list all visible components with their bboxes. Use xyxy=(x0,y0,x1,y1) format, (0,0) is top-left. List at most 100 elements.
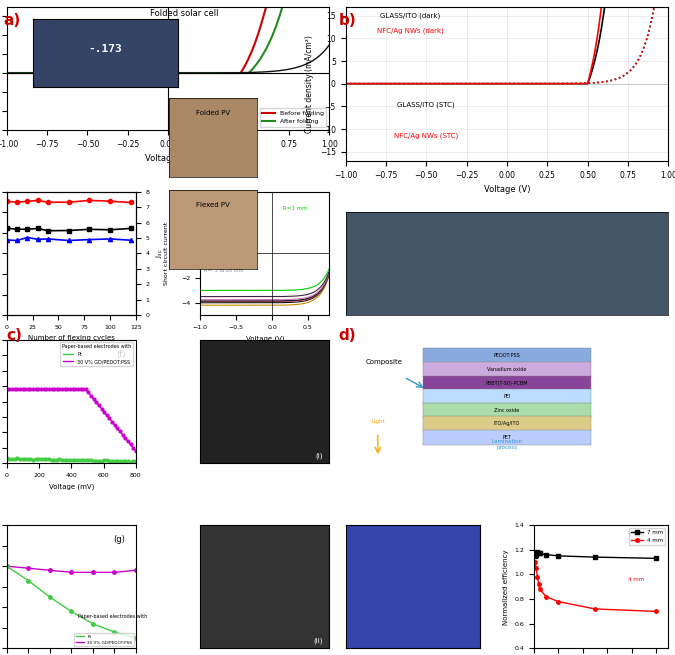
Text: b): b) xyxy=(339,13,356,28)
GLASS/ITO (STC) xyxy=(342,80,350,88)
Line: before bending: before bending xyxy=(200,274,329,305)
Text: Light: Light xyxy=(371,419,385,424)
NFC/Ag NWs (dark) xyxy=(343,80,351,88)
X-axis label: Voltage (V): Voltage (V) xyxy=(246,335,284,342)
R=3mm xyxy=(202,293,210,301)
Before folding xyxy=(310,3,319,10)
J$_{sc}$ xyxy=(85,236,93,244)
X-axis label: Voltage (V): Voltage (V) xyxy=(145,155,191,163)
7 mm xyxy=(652,554,660,562)
30 V% GD/PEDOT:PSS xyxy=(87,392,95,400)
GLASS/ITO (dark) xyxy=(664,3,672,10)
Text: PET: PET xyxy=(502,435,512,440)
R=13mm xyxy=(231,297,239,305)
7 mm xyxy=(554,552,562,560)
Pt xyxy=(21,455,29,462)
R=3mm xyxy=(315,285,323,293)
30 V% GD/PEDOT:PSS xyxy=(105,415,113,422)
R=5mm xyxy=(196,296,205,304)
30 V% GD/PEDOT:PSS xyxy=(18,385,26,393)
V$_{oc}$ xyxy=(106,197,114,205)
GLASS/ITO (dark) xyxy=(533,80,541,88)
30 V% GD/PEDOT:PSS xyxy=(43,385,51,393)
NFC/Ag NWs (dark) xyxy=(634,56,642,64)
Line: After folding: After folding xyxy=(7,7,329,73)
R=15mm xyxy=(325,269,333,276)
R=1mm xyxy=(202,286,210,294)
Pt xyxy=(50,456,58,464)
GLASS/ITO (dark) xyxy=(343,80,351,88)
R=3mm xyxy=(196,293,205,301)
GLASS/ITO (STC) xyxy=(539,80,547,88)
Pt xyxy=(84,457,92,464)
Line: R=5mm: R=5mm xyxy=(200,272,329,300)
FF xyxy=(34,225,42,233)
30 V% GD/PEDOT:PSS xyxy=(116,428,124,436)
Pt xyxy=(90,457,98,464)
30 V% GD/PEDOT:PSS xyxy=(113,424,122,432)
30 V% GD/PEDOT:PSS xyxy=(97,405,105,413)
Pt xyxy=(61,457,69,464)
R=20mm xyxy=(231,299,239,307)
Pt xyxy=(69,456,77,464)
R=15mm xyxy=(196,297,205,305)
FancyBboxPatch shape xyxy=(423,389,591,404)
30 V% GD/PEDOT:PSS xyxy=(63,385,72,393)
Pt xyxy=(18,455,26,463)
7 mm xyxy=(535,550,543,557)
R=3mm xyxy=(319,280,327,288)
Y-axis label: Normalized efficiency: Normalized efficiency xyxy=(503,549,509,624)
Text: NFC/Ag NWs (dark): NFC/Ag NWs (dark) xyxy=(377,28,443,34)
R=13mm xyxy=(204,297,212,305)
NFC/Ag NWs (dark) xyxy=(650,3,658,10)
before bending xyxy=(196,301,205,309)
R=15mm xyxy=(220,297,228,305)
Y-axis label: Current density (mA/cm²): Current density (mA/cm²) xyxy=(305,35,315,133)
Text: GLASS/ITO (STC): GLASS/ITO (STC) xyxy=(398,102,455,108)
V$_{oc}$ xyxy=(34,196,42,204)
After folding xyxy=(300,3,308,10)
30 V% GD/PEDOT:PSS xyxy=(50,385,58,393)
NFC/Ag NWs (STC) xyxy=(533,80,541,88)
30 V% GD/PEDOT:PSS xyxy=(92,398,101,406)
J$_{sc}$ xyxy=(34,235,42,243)
Line: R=13mm: R=13mm xyxy=(200,272,329,301)
GLASS/ITO (dark) xyxy=(342,80,350,88)
Pt xyxy=(124,457,132,464)
Pt xyxy=(113,457,122,465)
Pt xyxy=(76,456,84,464)
FancyBboxPatch shape xyxy=(423,403,591,418)
J$_{sc}$ xyxy=(127,236,135,244)
Pt xyxy=(132,457,140,465)
R=13mm xyxy=(325,269,333,276)
30 V% GD/PEDOT:PSS xyxy=(111,421,119,429)
R=5mm xyxy=(202,296,210,304)
30 V% GD/PEDOT:PSS xyxy=(95,402,103,409)
30 V% GD/PEDOT:PSS xyxy=(58,385,66,393)
4 mm xyxy=(591,605,599,613)
Legend: before bending, R=20mm, R=15mm, R=13mm, R=5mm, R=3mm, R=1mm: before bending, R=20mm, R=15mm, R=13mm, … xyxy=(202,194,248,238)
Pt xyxy=(66,456,74,464)
J$_{sc}$ xyxy=(24,234,32,242)
GLASS/ITO (dark) xyxy=(539,80,547,88)
Pt xyxy=(58,456,66,464)
Pt xyxy=(122,457,130,465)
R=13mm xyxy=(202,297,210,305)
30 V% GD/PEDOT:PSS xyxy=(76,385,84,393)
Before folding xyxy=(22,69,30,77)
Text: ITO/Ag/ITO: ITO/Ag/ITO xyxy=(494,421,520,426)
Before folding xyxy=(325,3,333,10)
FF xyxy=(13,225,21,233)
After folding xyxy=(16,69,24,77)
before bending xyxy=(231,301,239,309)
R=15mm xyxy=(315,289,323,297)
Pt xyxy=(37,455,45,463)
Pt xyxy=(34,455,43,463)
FF xyxy=(106,226,114,234)
Pt xyxy=(74,456,82,464)
4 mm xyxy=(542,593,550,601)
NFC/Ag NWs (dark) xyxy=(614,75,622,83)
Line: Pt: Pt xyxy=(5,457,137,464)
Y-axis label: J$_{sc}$: J$_{sc}$ xyxy=(155,249,165,258)
GLASS/ITO (STC) xyxy=(614,3,622,10)
